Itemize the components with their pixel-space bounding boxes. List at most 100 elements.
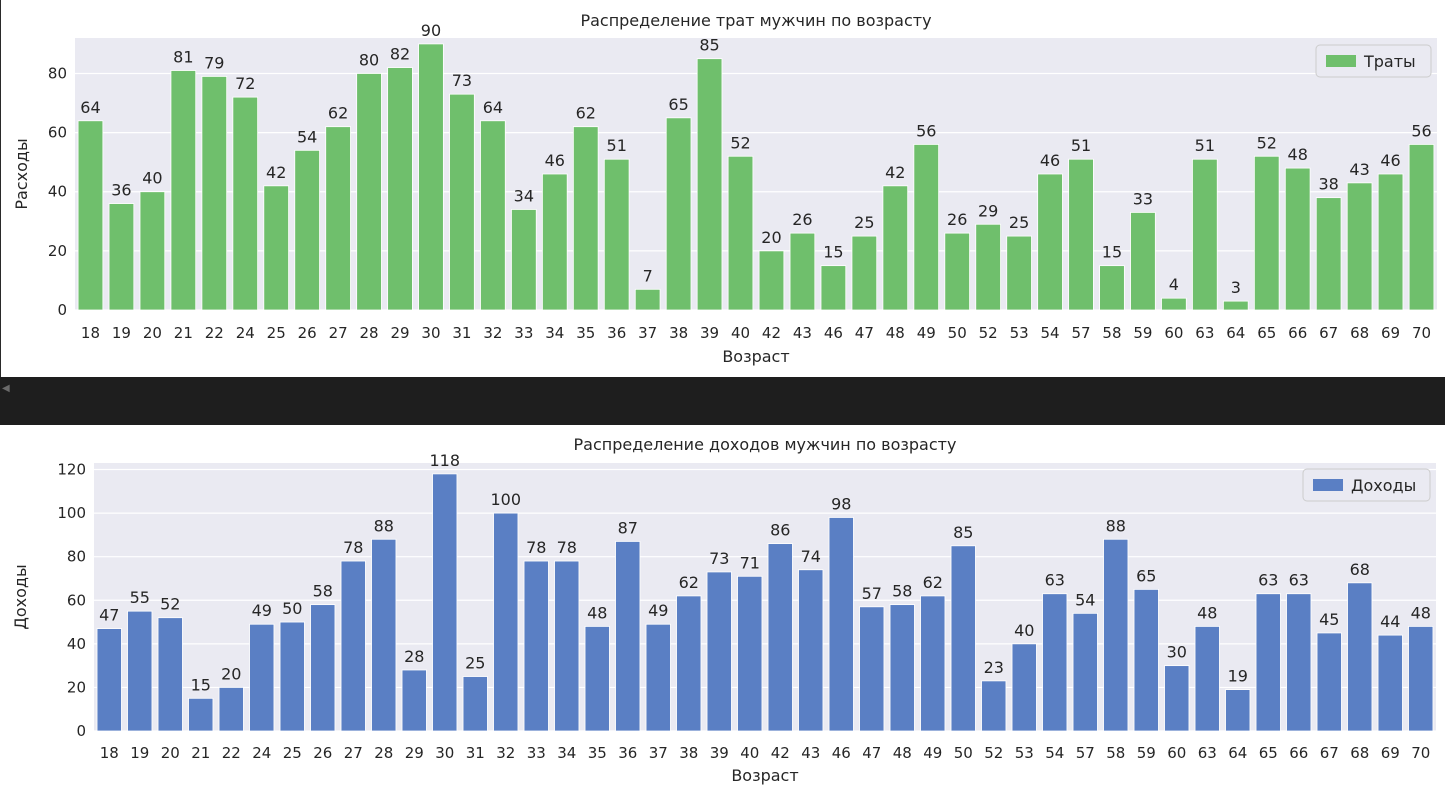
income-data-label: 23 xyxy=(984,658,1004,677)
income-x-tick-label: 60 xyxy=(1167,744,1186,762)
expenses-x-tick-label: 60 xyxy=(1164,324,1183,342)
expenses-x-tick-label: 25 xyxy=(267,324,286,342)
income-x-tick-label: 46 xyxy=(832,744,851,762)
expenses-x-tick-label: 31 xyxy=(452,324,471,342)
expenses-y-tick-label: 0 xyxy=(57,301,67,319)
income-bar xyxy=(371,538,397,732)
expenses-legend: Траты xyxy=(1315,44,1432,78)
income-data-label: 57 xyxy=(862,584,882,603)
income-bar xyxy=(127,610,153,732)
income-bar xyxy=(1133,588,1159,732)
income-data-label: 19 xyxy=(1228,667,1248,686)
expenses-data-label: 85 xyxy=(699,36,719,55)
income-x-tick-label: 34 xyxy=(557,744,576,762)
income-data-label: 71 xyxy=(740,553,760,572)
income-x-tick-label: 26 xyxy=(313,744,332,762)
income-bar xyxy=(188,697,214,732)
collapse-arrow-icon[interactable]: ◀ xyxy=(2,383,10,394)
expenses-x-tick-label: 58 xyxy=(1102,324,1121,342)
income-bar xyxy=(462,676,488,732)
expenses-bar xyxy=(1315,197,1342,311)
expenses-data-label: 25 xyxy=(854,213,874,232)
income-data-label: 65 xyxy=(1136,566,1156,585)
expenses-data-label: 34 xyxy=(514,186,534,205)
income-x-tick-label: 58 xyxy=(1106,744,1125,762)
expenses-data-label: 3 xyxy=(1231,278,1241,297)
income-data-label: 47 xyxy=(99,606,119,625)
expenses-bar xyxy=(882,185,909,311)
income-x-tick-label: 29 xyxy=(405,744,424,762)
income-bar xyxy=(218,687,244,732)
expenses-x-tick-label: 43 xyxy=(793,324,812,342)
expenses-y-tick-label: 80 xyxy=(48,64,67,82)
expenses-data-label: 38 xyxy=(1318,175,1338,194)
income-chart-title: Распределение доходов мужчин по возрасту xyxy=(574,435,957,454)
expenses-bar xyxy=(449,93,475,311)
expenses-x-tick-label: 36 xyxy=(607,324,626,342)
expenses-bar xyxy=(108,203,135,311)
expenses-data-label: 43 xyxy=(1349,160,1369,179)
expenses-data-label: 52 xyxy=(730,133,750,152)
expenses-bar xyxy=(1377,173,1404,311)
income-data-label: 63 xyxy=(1289,571,1309,590)
expenses-data-label: 15 xyxy=(1102,243,1122,262)
income-data-label: 49 xyxy=(648,601,668,620)
income-data-label: 40 xyxy=(1014,621,1034,640)
expenses-bar xyxy=(820,265,847,311)
income-bar xyxy=(401,669,427,732)
income-y-tick-label: 60 xyxy=(67,591,86,609)
expenses-bar xyxy=(572,126,599,311)
expenses-x-tick-label: 33 xyxy=(514,324,533,342)
expenses-bar xyxy=(851,235,878,311)
expenses-x-tick-label: 46 xyxy=(824,324,843,342)
expenses-bar xyxy=(511,209,537,311)
expenses-data-label: 20 xyxy=(761,228,781,247)
expenses-bar xyxy=(294,149,320,311)
notebook-output-separator xyxy=(0,377,1445,425)
income-data-label: 74 xyxy=(801,547,821,566)
income-bar xyxy=(432,473,458,732)
income-bar xyxy=(1011,643,1037,732)
expenses-bar xyxy=(1408,144,1435,311)
income-data-label: 87 xyxy=(618,518,638,537)
expenses-data-label: 25 xyxy=(1009,213,1029,232)
income-bar xyxy=(1042,593,1068,732)
income-x-tick-label: 42 xyxy=(771,744,790,762)
income-x-tick-label: 36 xyxy=(618,744,637,762)
income-bar xyxy=(1347,582,1373,732)
income-bar xyxy=(493,512,519,732)
income-bar xyxy=(554,560,580,732)
income-x-tick-label: 28 xyxy=(374,744,393,762)
expenses-data-label: 51 xyxy=(1195,136,1215,155)
income-y-tick-label: 40 xyxy=(67,635,86,653)
income-data-label: 62 xyxy=(679,573,699,592)
income-bar xyxy=(96,628,122,732)
income-bar xyxy=(1225,689,1251,732)
expenses-x-tick-label: 40 xyxy=(731,324,750,342)
expenses-bar xyxy=(418,43,444,311)
income-bar xyxy=(859,606,885,732)
expenses-x-tick-label: 19 xyxy=(112,324,131,342)
expenses-bar xyxy=(139,191,166,311)
income-data-label: 28 xyxy=(404,647,424,666)
income-x-tick-label: 20 xyxy=(161,744,180,762)
income-data-label: 30 xyxy=(1167,643,1187,662)
income-x-tick-label: 37 xyxy=(649,744,668,762)
income-x-tick-label: 33 xyxy=(527,744,546,762)
expenses-x-tick-label: 59 xyxy=(1133,324,1152,342)
expenses-bar xyxy=(356,73,382,311)
income-x-tick-label: 47 xyxy=(862,744,881,762)
income-x-tick-label: 27 xyxy=(344,744,363,762)
income-data-label: 54 xyxy=(1075,590,1095,609)
expenses-bar xyxy=(480,120,506,311)
expenses-data-label: 51 xyxy=(1071,136,1091,155)
expenses-x-tick-label: 69 xyxy=(1381,324,1400,342)
expenses-data-label: 26 xyxy=(947,210,967,229)
expenses-x-tick-label: 64 xyxy=(1226,324,1245,342)
expenses-bar xyxy=(542,173,568,311)
income-x-tick-label: 22 xyxy=(222,744,241,762)
expenses-data-label: 46 xyxy=(1040,151,1060,170)
expenses-x-tick-label: 39 xyxy=(700,324,719,342)
income-x-tick-label: 30 xyxy=(435,744,454,762)
expenses-x-tick-label: 70 xyxy=(1412,324,1431,342)
